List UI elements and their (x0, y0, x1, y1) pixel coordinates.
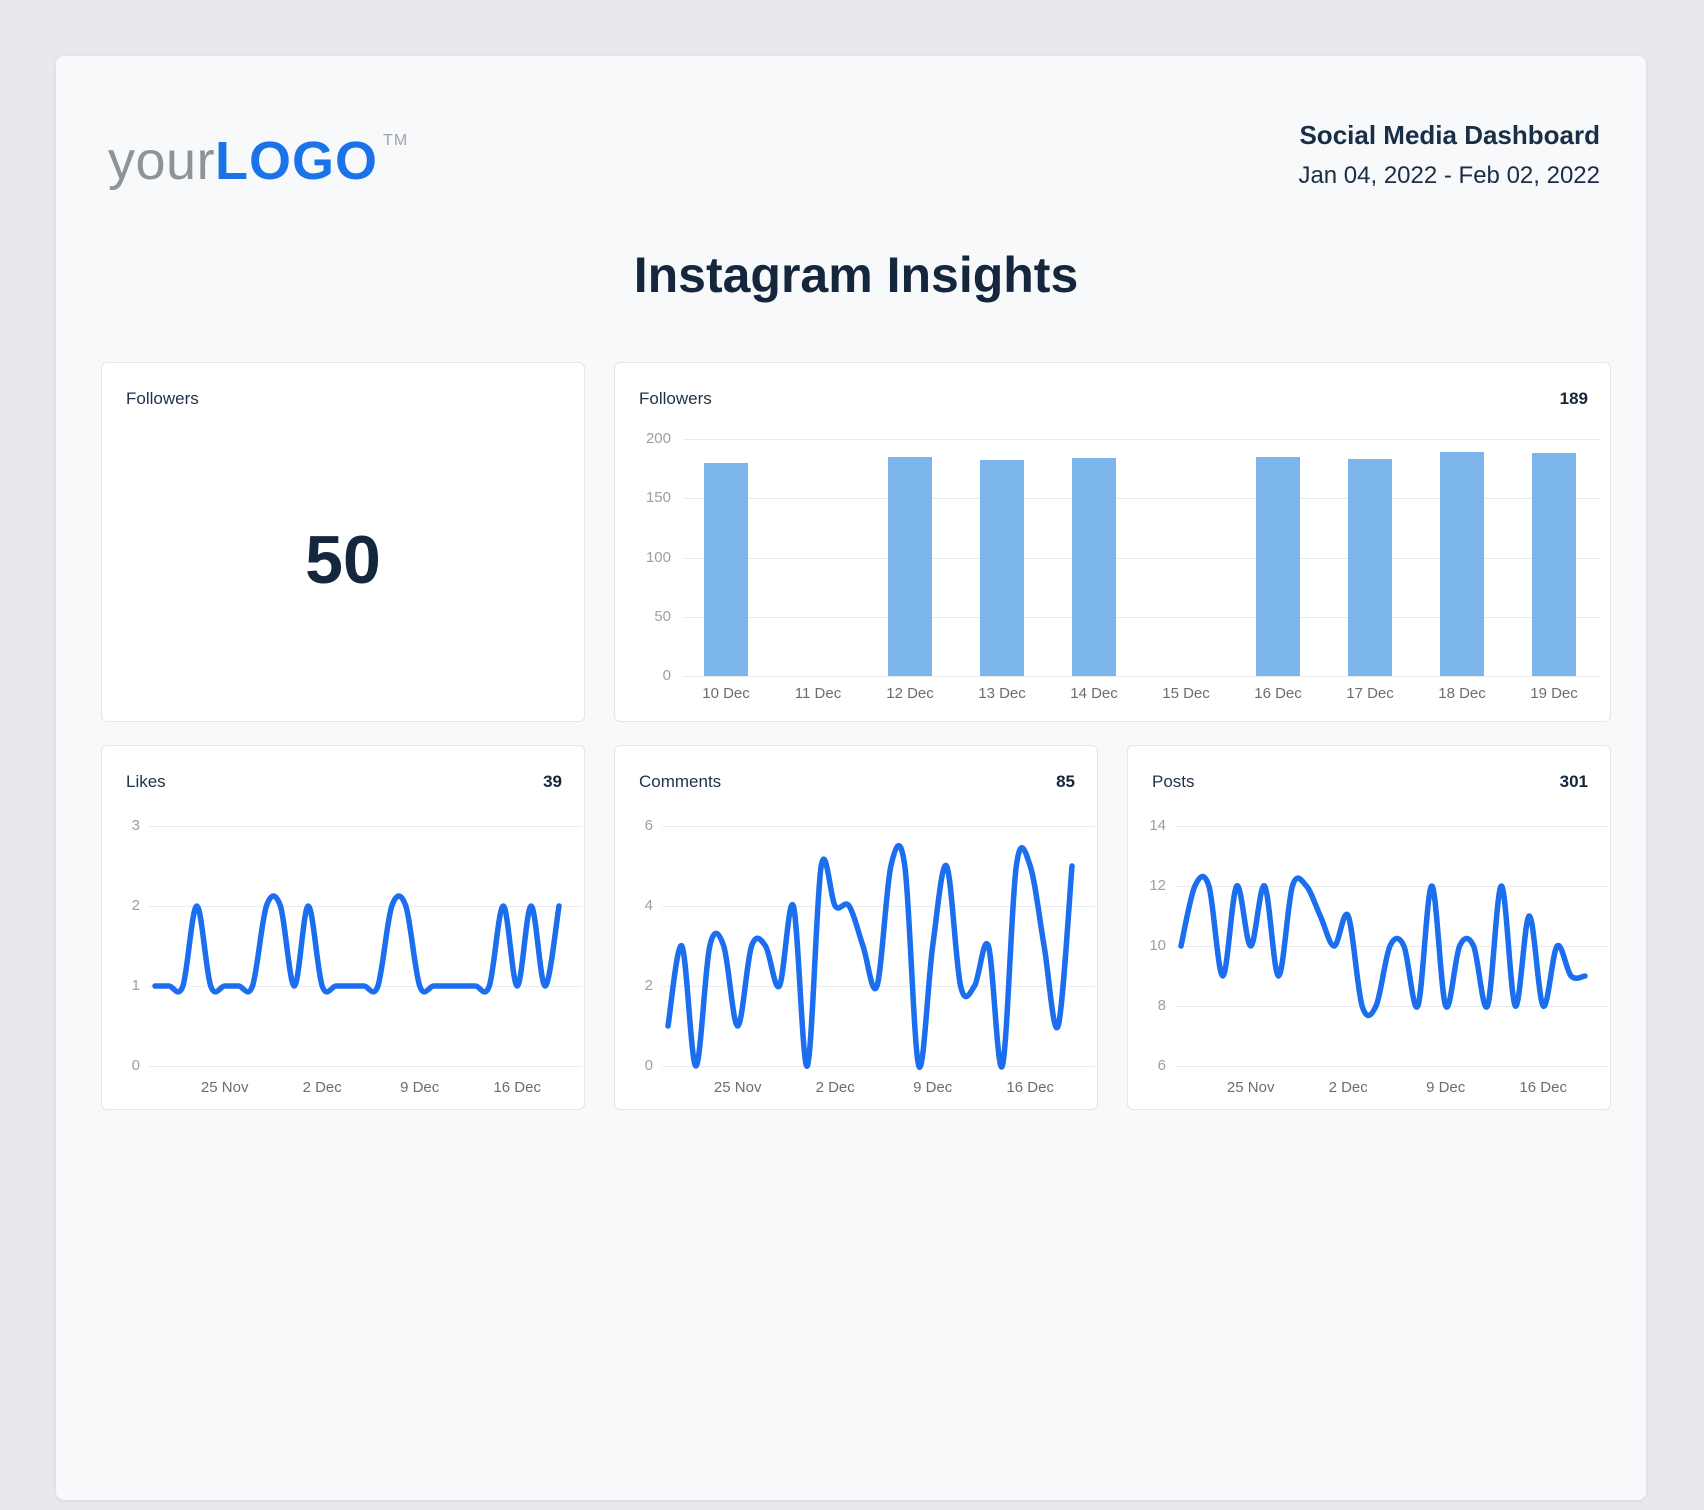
dashboard-page: yourLOGO TM Social Media Dashboard Jan 04… (56, 56, 1646, 1500)
gridline (149, 1066, 582, 1067)
x-axis-label: 16 Dec (1519, 1079, 1567, 1096)
gridline (683, 439, 1600, 440)
bar (1348, 459, 1392, 676)
bar (1256, 456, 1300, 676)
y-axis-label: 12 (1149, 877, 1166, 894)
bar (704, 462, 748, 676)
bar (1440, 452, 1484, 676)
y-axis-label: 150 (645, 489, 671, 507)
x-axis-label: 18 Dec (1438, 685, 1486, 702)
y-axis-label: 50 (654, 607, 671, 625)
date-range: Jan 04, 2022 - Feb 02, 2022 (1298, 162, 1600, 189)
x-axis-label: 13 Dec (978, 685, 1026, 702)
x-axis-label: 9 Dec (1426, 1079, 1466, 1096)
posts-line-chart: 14 12 10 8 6 25 Nov 2 Dec 9 Dec 16 Dec (1128, 746, 1610, 1109)
card-header-value: 39 (543, 772, 562, 791)
gridline (683, 616, 1600, 618)
posts-chart-card: Posts 301 14 12 10 8 6 25 Nov 2 Dec 9 Dec 16 Dec (1127, 745, 1611, 1110)
comments-line-chart: 6 4 2 0 25 Nov 2 Dec 9 Dec 16 Dec (615, 746, 1097, 1109)
line-series-svg (665, 842, 1075, 1070)
gridline (149, 826, 582, 827)
gridline (1175, 1066, 1608, 1067)
card-header-value: 189 (1559, 389, 1588, 408)
gridline (1175, 826, 1608, 827)
gridline (683, 676, 1600, 677)
y-axis-label: 100 (645, 548, 671, 566)
card-title: Posts (1152, 772, 1195, 791)
card-title: Likes (126, 772, 166, 791)
y-axis-label: 0 (662, 667, 671, 684)
bar (980, 460, 1024, 676)
x-axis-label: 25 Nov (1226, 1079, 1275, 1096)
x-axis-label: 12 Dec (886, 685, 934, 702)
gridline (1175, 886, 1608, 887)
card-header-value: 301 (1559, 772, 1588, 791)
line-series (152, 893, 562, 995)
x-axis-label: 16 Dec (493, 1079, 541, 1096)
line-series (665, 842, 1075, 1070)
likes-chart-card: Likes 39 3 2 1 0 25 Nov 2 Dec 9 Dec 16 Dec (101, 745, 585, 1110)
y-axis-label: 6 (1157, 1057, 1166, 1074)
gridline (662, 826, 1095, 827)
x-axis-label: 9 Dec (913, 1079, 953, 1096)
comments-chart-card: Comments 85 6 4 2 0 25 Nov 2 Dec 9 Dec 16 Dec (614, 745, 1098, 1110)
dashboard-title: Social Media Dashboard (1299, 120, 1600, 150)
y-axis-label: 14 (1149, 817, 1166, 834)
card-title: Followers (126, 389, 199, 408)
gridline (662, 906, 1095, 907)
followers-bar-chart: 200 150 100 50 0 10 Dec 11 Dec 12 Dec 13 Dec 14 D… (615, 363, 1610, 721)
line-series-svg (152, 893, 562, 995)
line-series (1178, 873, 1588, 1019)
logo-text-logo: LOGO (215, 131, 379, 191)
x-axis-label: 19 Dec (1530, 685, 1578, 702)
gridline (1175, 1006, 1608, 1007)
card-header-value: 85 (1056, 772, 1075, 791)
bar (1532, 453, 1576, 676)
y-axis-label: 0 (131, 1057, 140, 1074)
page-title: Instagram Insights (633, 247, 1079, 303)
gridline (149, 906, 582, 907)
y-axis-label: 6 (644, 817, 653, 834)
card-title: Followers (639, 389, 712, 408)
x-axis-label: 14 Dec (1070, 685, 1118, 702)
y-axis-label: 4 (644, 897, 653, 914)
y-axis-label: 10 (1149, 937, 1166, 954)
line-series-svg (1178, 873, 1588, 1019)
logo-text-your: your (108, 131, 216, 191)
x-axis-label: 2 Dec (815, 1079, 855, 1096)
x-axis-label: 25 Nov (200, 1079, 249, 1096)
x-axis-label: 10 Dec (702, 685, 750, 702)
y-axis-label: 200 (645, 430, 671, 447)
gridline (683, 498, 1600, 500)
y-axis-label: 2 (644, 977, 653, 994)
x-axis-label: 2 Dec (1328, 1079, 1368, 1096)
y-axis-label: 2 (131, 897, 140, 914)
x-axis-label: 25 Nov (713, 1079, 762, 1096)
x-axis-label: 16 Dec (1254, 685, 1302, 702)
gridline (662, 1066, 1095, 1067)
x-axis-label: 9 Dec (400, 1079, 440, 1096)
x-axis-label: 17 Dec (1346, 685, 1394, 702)
logo: yourLOGO TM (108, 131, 407, 202)
y-axis-label: 0 (644, 1057, 653, 1074)
bar (888, 456, 932, 676)
x-axis-label: 15 Dec (1162, 685, 1210, 702)
card-title: Comments (639, 772, 722, 791)
y-axis-label: 3 (131, 817, 140, 834)
x-axis-label: 2 Dec (302, 1079, 342, 1096)
followers-total-value: 50 (305, 522, 381, 598)
gridline (683, 557, 1600, 559)
y-axis-label: 8 (1157, 997, 1166, 1014)
report-header: Social Media Dashboard Jan 04, 2022 - Fe… (1298, 120, 1600, 190)
x-axis-label: 11 Dec (794, 685, 842, 702)
bar (1072, 458, 1116, 676)
followers-total-card: Followers 50 (101, 362, 585, 722)
x-axis-label: 16 Dec (1006, 1079, 1054, 1096)
y-axis-label: 1 (131, 977, 140, 994)
trademark-symbol: TM (383, 132, 409, 149)
followers-chart-card: Followers 189 200 150 100 50 0 10 Dec 11 Dec 12… (614, 362, 1611, 722)
likes-line-chart: 3 2 1 0 25 Nov 2 Dec 9 Dec 16 Dec (102, 746, 584, 1109)
